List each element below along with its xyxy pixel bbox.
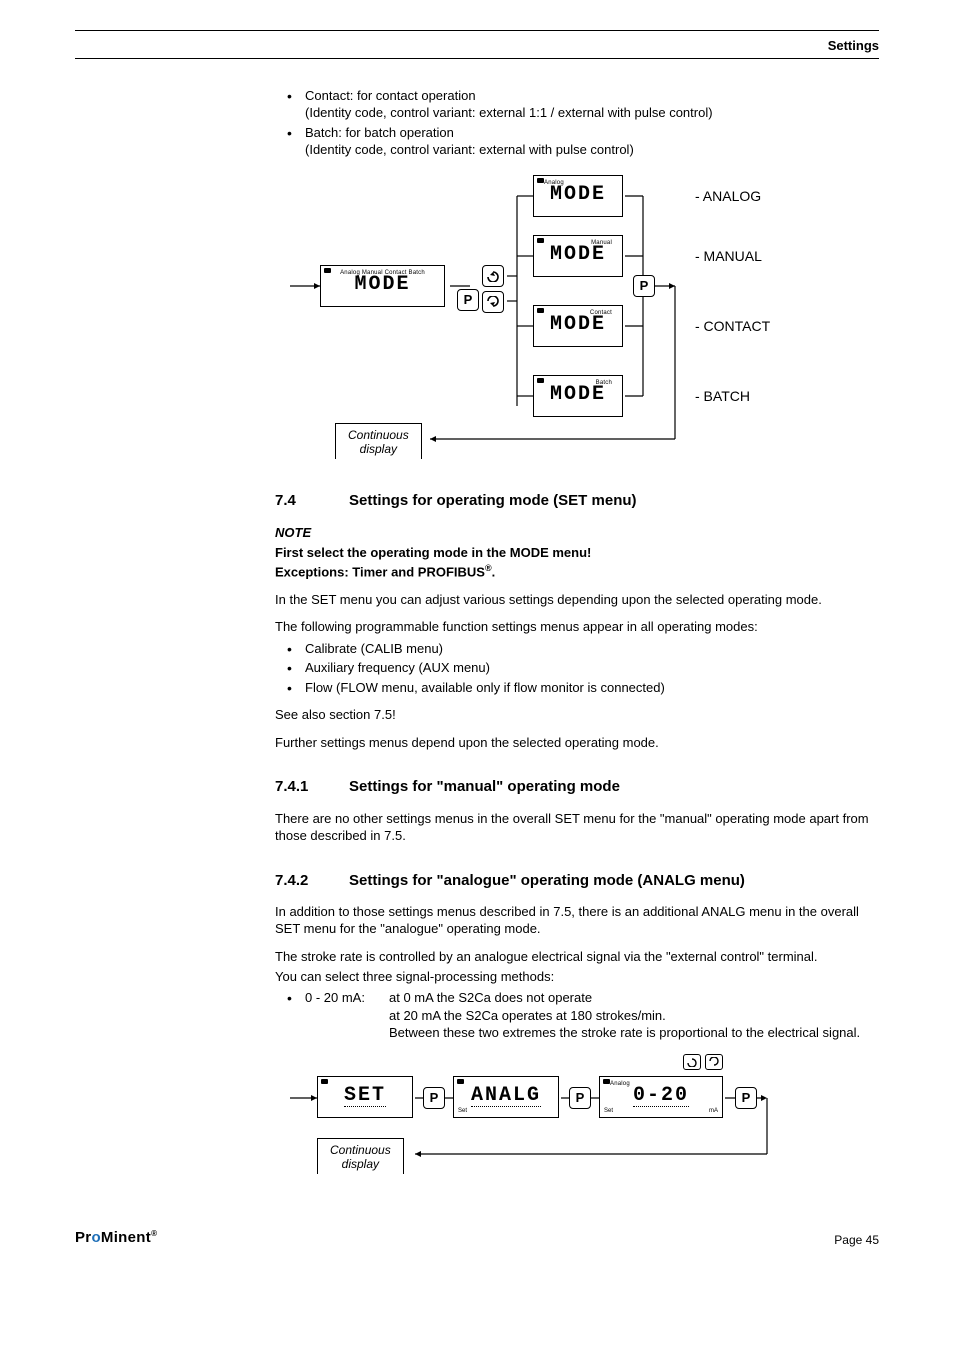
lcd-set: SET xyxy=(317,1076,413,1118)
up-button[interactable] xyxy=(482,265,504,287)
p-button[interactable]: P xyxy=(569,1087,591,1109)
lcd-020: Analog 0-20 Set mA xyxy=(599,1076,723,1118)
ma-line: at 0 mA the S2Ca does not operate xyxy=(389,989,860,1007)
note-text: Exceptions: Timer and PROFIBUS xyxy=(275,564,485,579)
option-label: - BATCH xyxy=(695,388,750,404)
note-text: . xyxy=(492,564,496,579)
list-item: Auxiliary frequency (AUX menu) xyxy=(275,659,879,677)
lcd-analg: ANALG Set xyxy=(453,1076,559,1118)
rule-top xyxy=(75,30,879,31)
ma-line: Between these two extremes the stroke ra… xyxy=(389,1024,860,1042)
mode-diagram: Analog Manual Contact Batch MODE P xyxy=(275,171,879,466)
brand-part: Minent xyxy=(101,1229,151,1246)
lcd-seg: MODE xyxy=(550,313,606,336)
header-section: Settings xyxy=(828,37,879,55)
bullet-sub: (Identity code, control variant: externa… xyxy=(305,142,634,157)
bullet-title: Contact: for contact operation xyxy=(305,88,476,103)
brand-part: o xyxy=(91,1229,100,1246)
heading-title: Settings for "manual" operating mode xyxy=(349,777,620,797)
analg-diagram-svg: SET P ANALG Set P xyxy=(275,1054,835,1184)
paragraph: The following programmable function sett… xyxy=(275,618,879,636)
lcd-option: Batch MODE xyxy=(533,375,623,417)
heading-7-4-1: 7.4.1 Settings for "manual" operating mo… xyxy=(275,777,879,797)
continuous-display-box: Continuousdisplay xyxy=(317,1138,404,1174)
ma-list: 0 - 20 mA: at 0 mA the S2Ca does not ope… xyxy=(275,989,879,1042)
lcd-seg: MODE xyxy=(550,243,606,266)
up-button[interactable] xyxy=(683,1054,701,1070)
lcd-seg: MODE xyxy=(354,273,410,296)
heading-title: Settings for "analogue" operating mode (… xyxy=(349,871,745,891)
list-item: Contact: for contact operation (Identity… xyxy=(275,87,879,122)
set-menu-list: Calibrate (CALIB menu) Auxiliary frequen… xyxy=(275,640,879,697)
lcd-unit: mA xyxy=(709,1107,718,1115)
list-item: 0 - 20 mA: at 0 mA the S2Ca does not ope… xyxy=(275,989,879,1042)
p-button[interactable]: P xyxy=(423,1087,445,1109)
lcd-root: Analog Manual Contact Batch MODE xyxy=(320,265,445,307)
running-header: Settings xyxy=(75,37,879,55)
note-label: NOTE xyxy=(275,524,879,542)
heading-num: 7.4.2 xyxy=(275,871,319,891)
lcd-seg: MODE xyxy=(550,183,606,206)
paragraph: The stroke rate is controlled by an anal… xyxy=(275,948,879,966)
list-item: Batch: for batch operation (Identity cod… xyxy=(275,124,879,159)
analg-diagram: SET P ANALG Set P xyxy=(275,1054,879,1189)
note-line: First select the operating mode in the M… xyxy=(275,544,879,562)
option-label: - ANALOG xyxy=(695,188,761,204)
option-label: - MANUAL xyxy=(695,248,762,264)
heading-7-4: 7.4 Settings for operating mode (SET men… xyxy=(275,491,879,511)
lcd-option: Analog MODE xyxy=(533,175,623,217)
lcd-seg: 0-20 xyxy=(633,1086,689,1107)
heading-num: 7.4.1 xyxy=(275,777,319,797)
lcd-sub: Set xyxy=(458,1107,467,1115)
ma-lines: at 0 mA the S2Ca does not operate at 20 … xyxy=(389,989,860,1042)
rule-under-header xyxy=(75,58,879,59)
lcd-sub: Set xyxy=(604,1107,613,1115)
lcd-seg: ANALG xyxy=(471,1086,541,1107)
paragraph: See also section 7.5! xyxy=(275,706,879,724)
brand-logo: ProMinent® xyxy=(75,1228,157,1248)
heading-num: 7.4 xyxy=(275,491,319,511)
ma-line: at 20 mA the S2Ca operates at 180 stroke… xyxy=(389,1007,860,1025)
page-content: Contact: for contact operation (Identity… xyxy=(275,87,879,1189)
mode-diagram-svg: Analog Manual Contact Batch MODE P xyxy=(275,171,835,461)
paragraph: Further settings menus depend upon the s… xyxy=(275,734,879,752)
lcd-option: Manual MODE xyxy=(533,235,623,277)
paragraph: You can select three signal-processing m… xyxy=(275,968,879,986)
heading-7-4-2: 7.4.2 Settings for "analogue" operating … xyxy=(275,871,879,891)
p-button[interactable]: P xyxy=(633,275,655,297)
lcd-seg: SET xyxy=(344,1086,386,1107)
p-button[interactable]: P xyxy=(735,1087,757,1109)
brand-part: Pr xyxy=(75,1229,91,1246)
paragraph: In the SET menu you can adjust various s… xyxy=(275,591,879,609)
heading-title: Settings for operating mode (SET menu) xyxy=(349,491,637,511)
lcd-seg: MODE xyxy=(550,383,606,406)
down-button[interactable] xyxy=(705,1054,723,1070)
bullet-title: Batch: for batch operation xyxy=(305,125,454,140)
paragraph: In addition to those settings menus desc… xyxy=(275,903,879,938)
p-button[interactable]: P xyxy=(457,289,479,311)
ma-label: 0 - 20 mA: xyxy=(305,989,377,1042)
intro-bullets: Contact: for contact operation (Identity… xyxy=(275,87,879,159)
paragraph: There are no other settings menus in the… xyxy=(275,810,879,845)
list-item: Calibrate (CALIB menu) xyxy=(275,640,879,658)
lcd-option: Contact MODE xyxy=(533,305,623,347)
list-item: Flow (FLOW menu, available only if flow … xyxy=(275,679,879,697)
page-footer: ProMinent® Page 45 xyxy=(75,1228,879,1248)
page-number: Page 45 xyxy=(834,1232,879,1248)
bullet-sub: (Identity code, control variant: externa… xyxy=(305,105,713,120)
note-line: Exceptions: Timer and PROFIBUS®. xyxy=(275,562,879,581)
continuous-display-box: Continuousdisplay xyxy=(335,423,422,459)
option-label: - CONTACT xyxy=(695,318,771,334)
down-button[interactable] xyxy=(482,291,504,313)
